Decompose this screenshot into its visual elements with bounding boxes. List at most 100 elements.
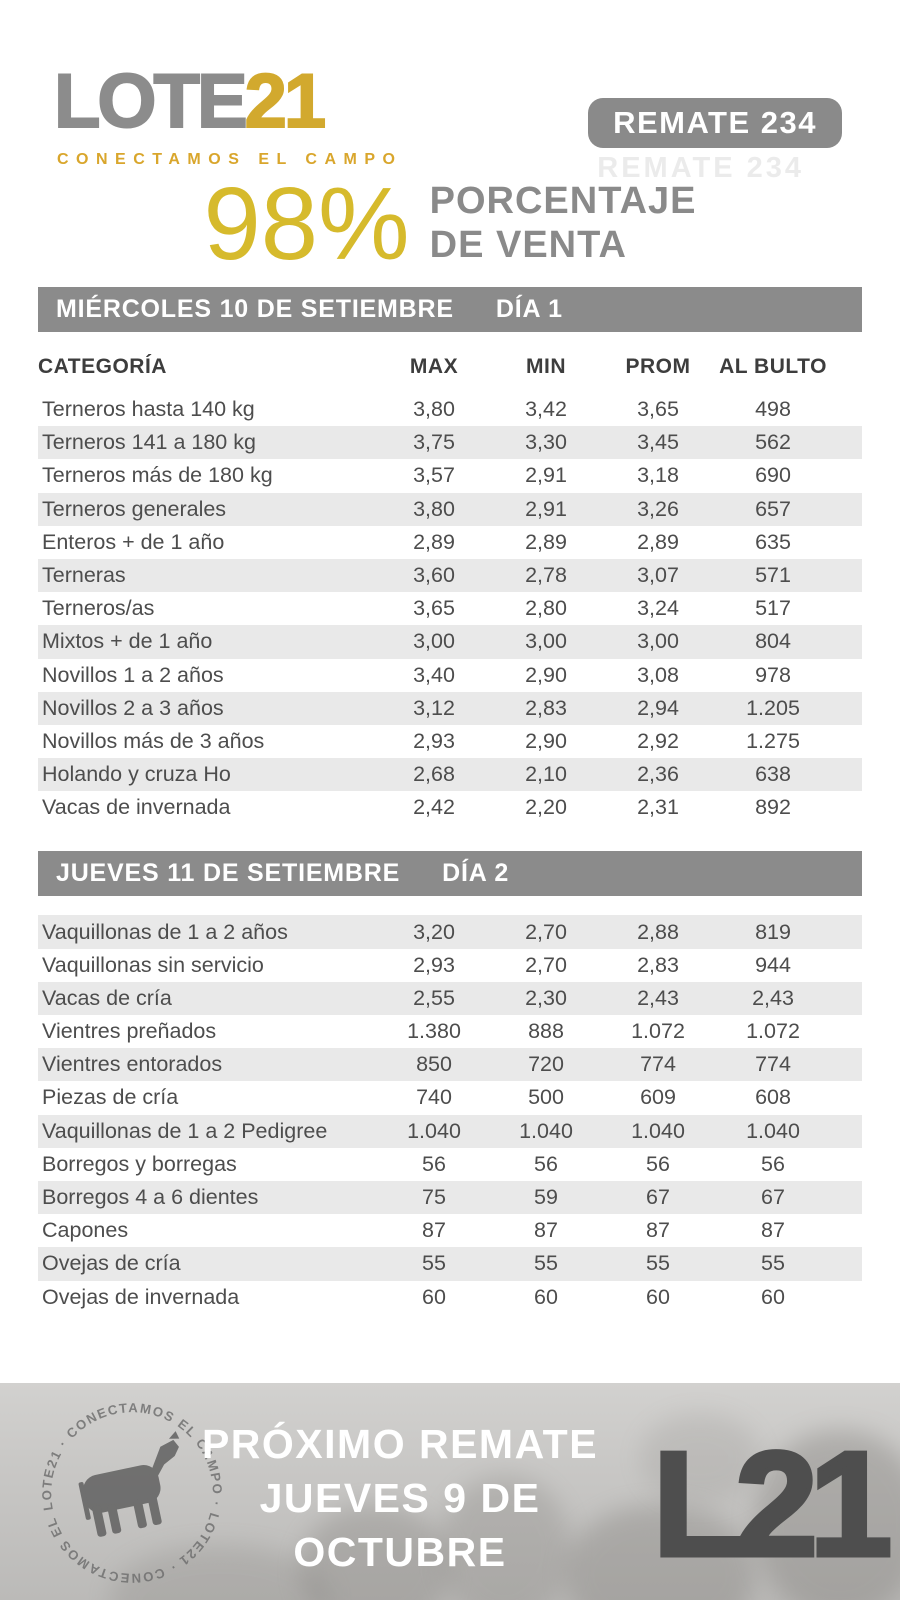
remate-badge-ghost: REMATE 234 [597, 152, 804, 184]
min-cell: 2,70 [525, 919, 567, 944]
max-cell: 75 [422, 1185, 446, 1210]
min-cell: 60 [534, 1284, 558, 1309]
al-bulto-cell: 55 [761, 1251, 785, 1276]
al-bulto-cell: 2,43 [752, 985, 794, 1010]
table-row: Vaquillonas de 1 a 2 Pedigree 1.040 1.040 1… [38, 1114, 862, 1148]
next-auction-line2: JUEVES 9 DE [259, 1475, 541, 1522]
prom-cell: 2,92 [637, 728, 679, 753]
table-row: Novillos más de 3 años 2,93 2,90 2,92 1.275 [38, 725, 862, 758]
category-cell: Terneros hasta 140 kg [42, 397, 255, 422]
min-cell: 720 [528, 1052, 564, 1077]
min-cell: 500 [528, 1085, 564, 1110]
prom-cell: 2,43 [637, 985, 679, 1010]
category-cell: Ovejas de invernada [42, 1284, 240, 1309]
max-cell: 55 [422, 1251, 446, 1276]
al-bulto-cell: 498 [755, 397, 791, 422]
table-rows: Vaquillonas de 1 a 2 años 3,20 2,70 2,88 819… [38, 915, 862, 1313]
table-row: Terneros más de 180 kg 3,57 2,91 3,18 690 [38, 459, 862, 492]
max-cell: 60 [422, 1284, 446, 1309]
category-cell: Vientres entorados [42, 1052, 223, 1077]
footer-banner: LOTE21 · CONECTAMOS EL CAMPO · LOTE21 · … [0, 1383, 900, 1600]
max-cell: 2,55 [413, 985, 455, 1010]
al-bulto-cell: 87 [761, 1218, 785, 1243]
prom-cell: 2,89 [637, 529, 679, 554]
table-row: Terneros/as 3,65 2,80 3,24 517 [38, 592, 862, 625]
category-cell: Vaquillonas de 1 a 2 años [42, 919, 288, 944]
al-bulto-cell: 60 [761, 1284, 785, 1309]
category-cell: Vaquillonas de 1 a 2 Pedigree [42, 1118, 328, 1143]
al-bulto-cell: 608 [755, 1085, 791, 1110]
max-cell: 56 [422, 1151, 446, 1176]
cattle-photo-shape [300, 1505, 450, 1600]
table-row: Vientres entorados 850 720 774 774 [38, 1048, 862, 1082]
table-row: Holando y cruza Ho 2,68 2,10 2,36 638 [38, 758, 862, 792]
day-header-bar: MIÉRCOLES 10 DE SETIEMBRE DÍA 1 [38, 287, 862, 332]
min-cell: 56 [534, 1151, 558, 1176]
category-cell: Vacas de cría [42, 985, 172, 1010]
lote21-round-stamp: LOTE21 · CONECTAMOS EL CAMPO · LOTE21 · … [6, 1383, 242, 1600]
min-cell: 2,10 [525, 762, 567, 787]
max-cell: 1.040 [407, 1118, 461, 1143]
table-row: Terneros 141 a 180 kg 3,75 3,30 3,45 562 [38, 426, 862, 460]
table-row: Terneros generales 3,80 2,91 3,26 657 [38, 492, 862, 526]
min-cell: 87 [534, 1218, 558, 1243]
prom-cell: 56 [646, 1151, 670, 1176]
min-cell: 3,30 [525, 430, 567, 455]
max-cell: 3,80 [413, 496, 455, 521]
al-bulto-cell: 978 [755, 662, 791, 687]
al-bulto-cell: 1.205 [746, 695, 800, 720]
category-cell: Terneros generales [42, 496, 227, 521]
min-cell: 2,83 [525, 695, 567, 720]
min-cell: 2,91 [525, 463, 567, 488]
category-cell: Borregos y borregas [42, 1151, 237, 1176]
max-cell: 3,80 [413, 397, 455, 422]
min-cell: 3,42 [525, 397, 567, 422]
max-cell: 3,20 [413, 919, 455, 944]
next-auction-line3: OCTUBRE [293, 1529, 507, 1576]
table-row: Vaquillonas de 1 a 2 años 3,20 2,70 2,88 819 [38, 915, 862, 949]
table-row: Mixtos + de 1 año 3,00 3,00 3,00 804 [38, 625, 862, 659]
prom-cell: 609 [640, 1085, 676, 1110]
brand-tagline: CONECTAMOS EL CAMPO [57, 151, 403, 168]
prom-cell: 60 [646, 1284, 670, 1309]
max-cell: 1.380 [407, 1019, 461, 1044]
category-cell: Mixtos + de 1 año [42, 629, 213, 654]
category-cell: Vacas de invernada [42, 795, 231, 820]
min-cell: 2,30 [525, 985, 567, 1010]
results-tables: MIÉRCOLES 10 DE SETIEMBRE DÍA 1 CATEGORÍA M… [38, 287, 862, 1314]
sale-percentage-headline: 98% PORCENTAJE DE VENTA [0, 172, 900, 275]
category-cell: Vientres preñados [42, 1019, 217, 1044]
l21-logo-mark: L21 [650, 1422, 894, 1587]
table-row: Piezas de cría 740 500 609 608 [38, 1081, 862, 1114]
table-row: Enteros + de 1 año 2,89 2,89 2,89 635 [38, 526, 862, 559]
column-header-prom: PROM [625, 355, 691, 378]
category-cell: Terneras [42, 563, 126, 588]
sale-percentage-label: PORCENTAJE DE VENTA [430, 180, 697, 267]
min-cell: 59 [534, 1185, 558, 1210]
min-cell: 2,90 [525, 728, 567, 753]
table-row: Borregos 4 a 6 dientes 75 59 67 67 [38, 1180, 862, 1215]
day-number: DÍA 2 [442, 859, 510, 888]
table-rows: Terneros hasta 140 kg 3,80 3,42 3,65 498 Tern… [38, 393, 862, 824]
table-row: Novillos 2 a 3 años 3,12 2,83 2,94 1.205 [38, 691, 862, 725]
table-row: Terneros hasta 140 kg 3,80 3,42 3,65 498 [38, 393, 862, 426]
cattle-photo-shape [565, 1505, 755, 1600]
sale-percentage-label-line2: DE VENTA [429, 223, 627, 266]
max-cell: 3,40 [413, 662, 455, 687]
prom-cell: 87 [646, 1218, 670, 1243]
category-cell: Terneros 141 a 180 kg [42, 430, 256, 455]
al-bulto-cell: 774 [755, 1052, 791, 1077]
al-bulto-cell: 892 [755, 795, 791, 820]
remate-number-badge: REMATE 234 [588, 98, 842, 148]
max-cell: 2,68 [413, 762, 455, 787]
min-cell: 2,70 [525, 952, 567, 977]
cattle-photo-shape [755, 1430, 900, 1600]
column-header-min: MIN [526, 355, 566, 378]
column-header-cat: CATEGORÍA [38, 355, 167, 378]
prom-cell: 3,45 [637, 430, 679, 455]
category-cell: Holando y cruza Ho [42, 762, 231, 787]
max-cell: 3,75 [413, 430, 455, 455]
prom-cell: 2,94 [637, 695, 679, 720]
category-cell: Capones [42, 1218, 129, 1243]
table-row: Vaquillonas sin servicio 2,93 2,70 2,83 944 [38, 949, 862, 982]
